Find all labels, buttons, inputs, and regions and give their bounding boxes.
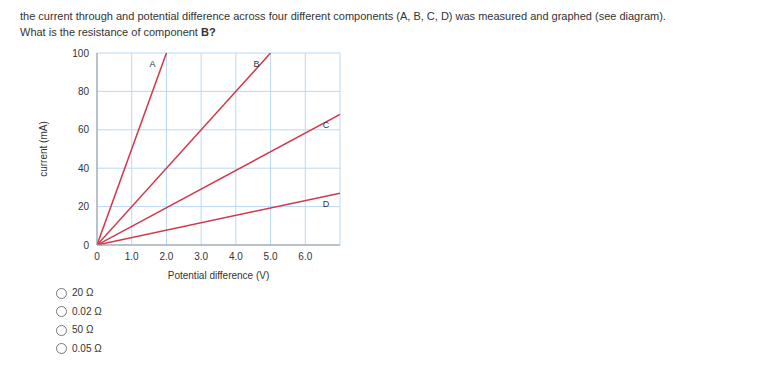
svg-text:60: 60 [78,124,90,135]
svg-text:40: 40 [78,163,90,174]
svg-text:current (mA): current (mA) [38,121,49,177]
html-text:0.05 Ω: 0.05 Ω [72,342,102,354]
svg-text:4.0: 4.0 [229,251,243,262]
html-text:What is the resistance of comp: What is the resistance of component B? [20,26,216,38]
svg-text:1.0: 1.0 [125,251,139,262]
svg-text:0: 0 [94,251,100,262]
svg-text:80: 80 [78,86,90,97]
svg-text:6.0: 6.0 [298,251,312,262]
svg-text:2.0: 2.0 [159,251,173,262]
html-text:50 Ω: 50 Ω [72,324,94,335]
svg-text:A: A [149,59,155,69]
svg-text:5.0: 5.0 [264,251,278,262]
svg-text:C: C [323,120,330,130]
svg-text:D: D [323,199,330,209]
svg-text:0: 0 [83,240,89,251]
html-text:0.02 Ω: 0.02 Ω [72,305,102,317]
html-text:the current through and potent: the current through and potential differ… [20,10,666,22]
svg-text:Potential difference (V): Potential difference (V) [168,270,270,281]
svg-text:3.0: 3.0 [194,251,208,262]
svg-text:100: 100 [72,48,89,59]
html-text:20 Ω: 20 Ω [72,287,94,298]
svg-text:20: 20 [78,201,90,212]
svg-text:B: B [254,59,260,69]
